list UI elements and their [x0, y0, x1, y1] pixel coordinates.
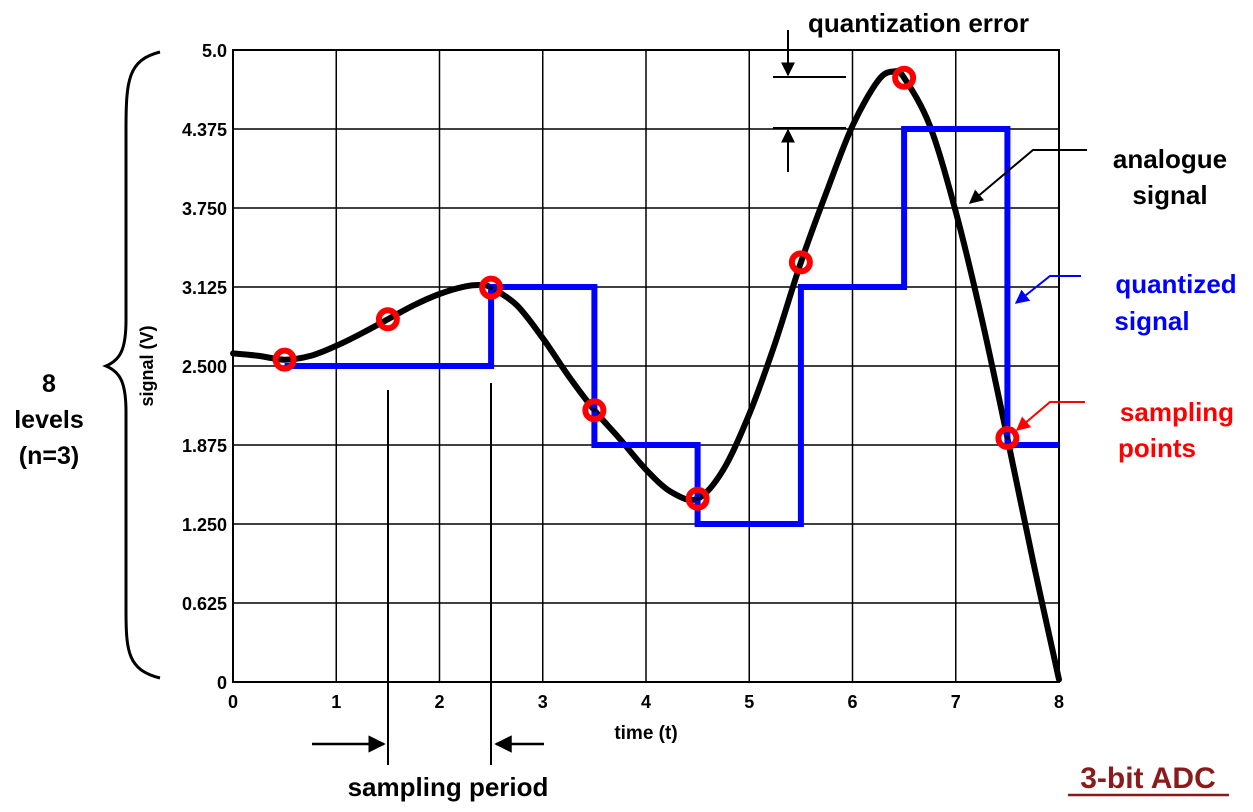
x-tick-label: 5	[744, 692, 754, 712]
quantized-signal-label-2: signal	[1114, 306, 1189, 336]
chart-title: 3-bit ADC	[1080, 762, 1216, 795]
analogue-signal-pointer	[968, 149, 1087, 204]
x-tick-label: 8	[1054, 692, 1064, 712]
levels-label-3: (n=3)	[19, 442, 79, 470]
x-tick-labels: 0 1 2 3 4 5 6 7 8	[228, 692, 1064, 712]
sampling-points-label-1: sampling	[1120, 397, 1234, 427]
x-tick-label: 3	[538, 692, 548, 712]
x-tick-label: 4	[641, 692, 651, 712]
levels-label-2: levels	[14, 406, 84, 434]
analogue-signal-label-1: analogue	[1113, 144, 1227, 174]
sampling-points-label-2: points	[1118, 433, 1196, 463]
sampling-point-center	[901, 75, 907, 81]
x-tick-label: 7	[951, 692, 961, 712]
analogue-signal-label-2: signal	[1132, 180, 1207, 210]
y-tick-label: 4.375	[182, 120, 227, 140]
x-tick-label: 6	[847, 692, 857, 712]
x-axis-label: time (t)	[614, 723, 677, 744]
sampling-point-center	[282, 357, 287, 362]
y-tick-label: 3.750	[182, 199, 227, 219]
sampling-point-center	[488, 285, 494, 290]
quantized-signal-pointer	[1014, 275, 1081, 304]
sampling-point	[685, 486, 710, 511]
y-tick-label: 1.875	[182, 436, 227, 456]
y-tick-label: 3.125	[182, 278, 227, 298]
sampling-point-center	[695, 496, 700, 501]
y-axis-label: signal (V)	[137, 325, 157, 406]
x-tick-label: 0	[228, 692, 238, 712]
y-tick-label: 1.250	[182, 515, 227, 535]
y-tick-labels: 0 0.625 1.250 1.875 2.500 3.125 3.750 4.375 5.0	[182, 41, 227, 693]
y-tick-label: 0	[217, 673, 227, 693]
sampling-points-pointer	[1015, 401, 1085, 431]
sampling-point	[375, 307, 400, 332]
y-tick-label: 2.500	[182, 357, 227, 377]
quantized-signal-label-1: quantized	[1115, 269, 1236, 299]
sampling-point	[788, 250, 813, 275]
quantization-error-label: quantization error	[808, 8, 1029, 38]
plot-frame	[232, 49, 1060, 683]
sampling-point	[995, 426, 1020, 451]
x-tick-label: 1	[331, 692, 341, 712]
sampling-point	[582, 398, 607, 423]
sampling-point-center	[592, 408, 597, 413]
y-tick-label: 0.625	[182, 594, 227, 614]
sampling-period-label: sampling period	[348, 772, 549, 802]
levels-brace	[102, 50, 161, 680]
sampling-point	[272, 347, 297, 372]
levels-label-1: 8	[42, 370, 56, 398]
x-tick-label: 2	[434, 692, 444, 712]
sampling-points	[272, 65, 1020, 511]
sampling-point-center	[798, 260, 804, 265]
sampling-point	[892, 65, 917, 90]
quantized-signal-step-line	[284, 126, 1059, 527]
sampling-point-center	[1005, 435, 1010, 441]
sampling-point-center	[385, 317, 391, 322]
sampling-point	[479, 275, 504, 300]
y-tick-label: 5.0	[202, 41, 227, 61]
